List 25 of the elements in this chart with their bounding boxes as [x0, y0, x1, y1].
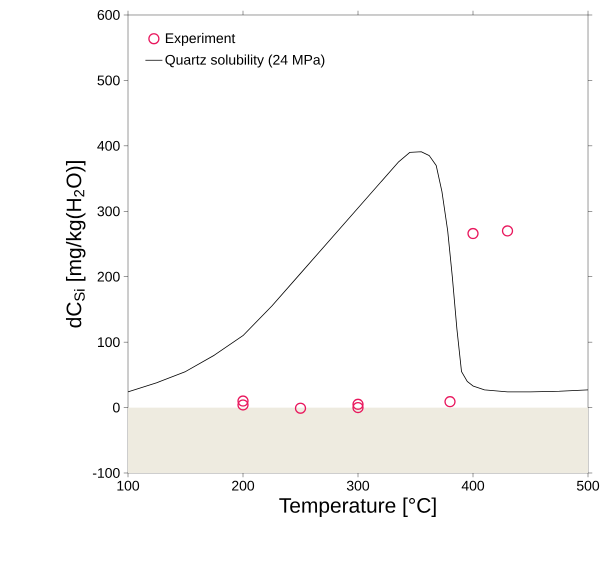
x-tick-label: 200 — [232, 480, 254, 491]
y-tick-label: 500 — [98, 75, 120, 86]
y-tick-label: -100 — [92, 468, 120, 478]
point — [444, 396, 456, 408]
x-tick-label: 300 — [346, 480, 370, 491]
y-tick-label: 400 — [97, 140, 120, 151]
x-axis-title: Temperature [°C] — [279, 497, 436, 517]
point — [352, 398, 364, 410]
x-tick-label: 100 — [117, 480, 140, 491]
legend-label: Experiment — [166, 32, 236, 46]
point — [237, 395, 249, 407]
y-tick-label: 200 — [98, 272, 120, 282]
y-tick-label: 0 — [113, 402, 120, 413]
point — [467, 228, 479, 240]
x-tick-label: 500 — [576, 480, 600, 491]
point — [294, 402, 306, 414]
y-tick-label: 600 — [98, 10, 120, 20]
y-axis-title: dC$_{Si}$ [mg/kg(H$_{2}$O)] — [66, 161, 86, 328]
point — [237, 399, 249, 411]
point — [502, 225, 514, 237]
legend-label: Quartz solubility (24 MPa) — [165, 54, 324, 68]
x-tick-label: 400 — [462, 480, 484, 491]
point — [352, 402, 364, 414]
y-tick-label: 300 — [97, 206, 120, 216]
y-tick-label: 100 — [98, 337, 120, 348]
